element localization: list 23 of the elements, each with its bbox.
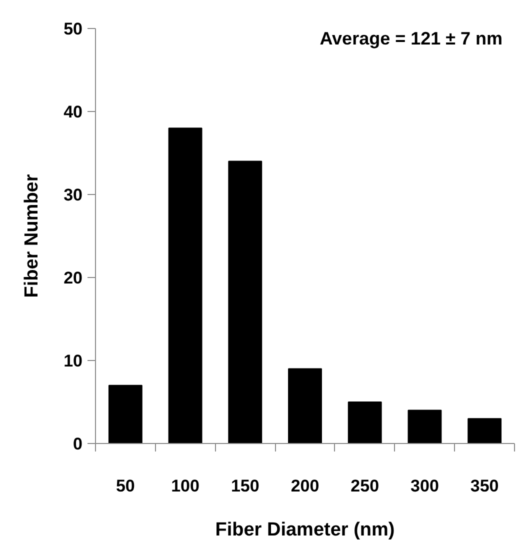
x-tick-label: 100 bbox=[171, 476, 200, 496]
bar bbox=[288, 368, 322, 444]
bar bbox=[108, 384, 142, 444]
y-tick-label: 50 bbox=[64, 20, 83, 38]
x-tick-label: 350 bbox=[470, 476, 499, 496]
y-tick-label: 0 bbox=[73, 434, 83, 454]
y-tick-label: 20 bbox=[64, 268, 83, 288]
bar bbox=[408, 410, 442, 444]
bar bbox=[228, 160, 262, 444]
annotation: Average = 121 ± 7 nm bbox=[320, 28, 503, 48]
bar bbox=[468, 418, 502, 444]
bar bbox=[348, 402, 382, 444]
bar bbox=[168, 128, 202, 444]
x-tick-label: 300 bbox=[410, 476, 439, 496]
y-tick-label: 40 bbox=[64, 102, 83, 122]
y-tick-label: 30 bbox=[64, 186, 83, 204]
x-tick-label: 150 bbox=[230, 476, 260, 496]
x-tick-label: 250 bbox=[350, 476, 380, 496]
x-axis-title: Fiber Diameter (nm) bbox=[215, 520, 395, 540]
y-axis-title: Fiber Number bbox=[22, 174, 43, 298]
x-tick-label: 200 bbox=[290, 476, 320, 496]
x-tick-label: 50 bbox=[116, 476, 135, 496]
y-tick-label: 10 bbox=[64, 352, 83, 370]
